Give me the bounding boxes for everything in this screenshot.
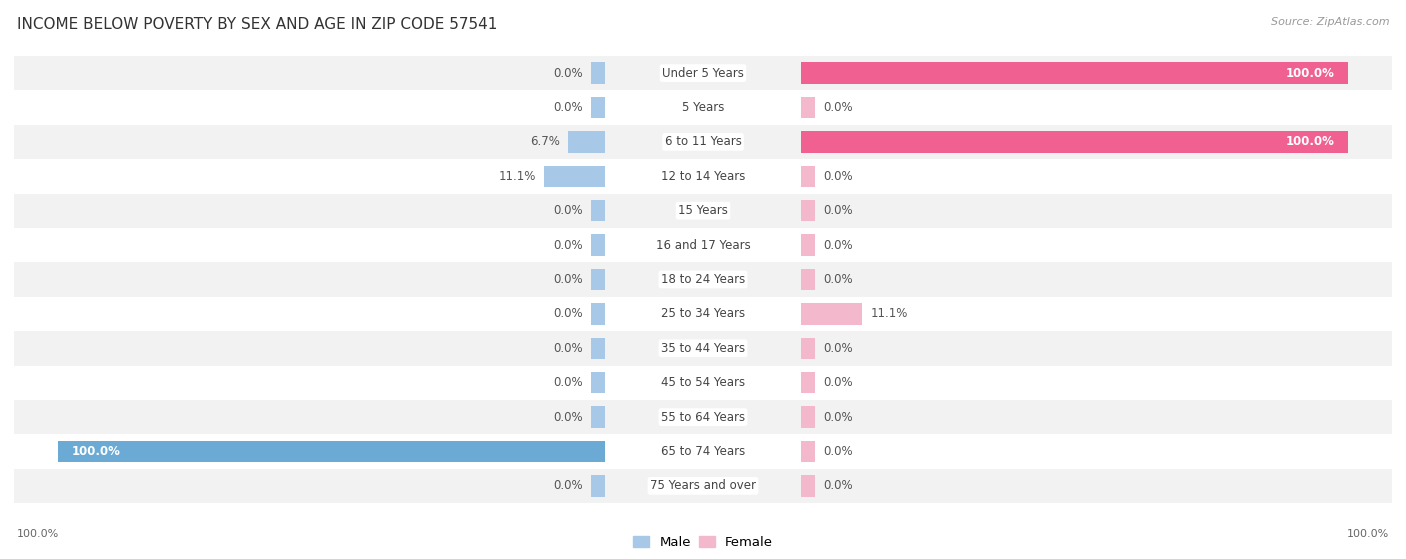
- Bar: [801, 372, 815, 394]
- Text: 0.0%: 0.0%: [824, 170, 853, 183]
- Bar: [14, 56, 1392, 91]
- Bar: [591, 338, 605, 359]
- Text: 100.0%: 100.0%: [72, 445, 121, 458]
- Bar: [14, 366, 1392, 400]
- Text: 18 to 24 Years: 18 to 24 Years: [661, 273, 745, 286]
- Bar: [591, 406, 605, 428]
- Bar: [801, 269, 815, 290]
- Text: Under 5 Years: Under 5 Years: [662, 67, 744, 79]
- Text: 100.0%: 100.0%: [1285, 135, 1334, 148]
- Text: 11.1%: 11.1%: [498, 170, 536, 183]
- Text: 0.0%: 0.0%: [553, 67, 582, 79]
- Text: 0.0%: 0.0%: [824, 204, 853, 217]
- Bar: [801, 200, 815, 221]
- Bar: [58, 441, 605, 462]
- Text: 15 Years: 15 Years: [678, 204, 728, 217]
- Bar: [544, 165, 605, 187]
- Text: 0.0%: 0.0%: [553, 239, 582, 252]
- Text: 16 and 17 Years: 16 and 17 Years: [655, 239, 751, 252]
- Text: 11.1%: 11.1%: [870, 307, 908, 320]
- Bar: [591, 372, 605, 394]
- Bar: [14, 159, 1392, 193]
- Text: 0.0%: 0.0%: [824, 445, 853, 458]
- Text: 0.0%: 0.0%: [553, 204, 582, 217]
- Bar: [14, 262, 1392, 297]
- Text: 65 to 74 Years: 65 to 74 Years: [661, 445, 745, 458]
- Bar: [591, 475, 605, 496]
- Text: 0.0%: 0.0%: [553, 480, 582, 492]
- Text: 55 to 64 Years: 55 to 64 Years: [661, 411, 745, 424]
- Bar: [801, 338, 815, 359]
- Bar: [568, 131, 605, 153]
- Text: 0.0%: 0.0%: [553, 101, 582, 114]
- Text: 100.0%: 100.0%: [1347, 529, 1389, 539]
- Bar: [801, 131, 1348, 153]
- Bar: [591, 97, 605, 118]
- Legend: Male, Female: Male, Female: [627, 531, 779, 555]
- Text: 0.0%: 0.0%: [824, 342, 853, 355]
- Bar: [591, 200, 605, 221]
- Bar: [14, 125, 1392, 159]
- Bar: [14, 193, 1392, 228]
- Bar: [591, 269, 605, 290]
- Bar: [801, 234, 815, 256]
- Text: 75 Years and over: 75 Years and over: [650, 480, 756, 492]
- Bar: [801, 97, 815, 118]
- Bar: [14, 468, 1392, 503]
- Text: 45 to 54 Years: 45 to 54 Years: [661, 376, 745, 389]
- Text: 25 to 34 Years: 25 to 34 Years: [661, 307, 745, 320]
- Text: 0.0%: 0.0%: [824, 376, 853, 389]
- Bar: [801, 303, 862, 325]
- Text: 0.0%: 0.0%: [824, 480, 853, 492]
- Bar: [801, 475, 815, 496]
- Text: 0.0%: 0.0%: [824, 239, 853, 252]
- Bar: [591, 234, 605, 256]
- Bar: [801, 441, 815, 462]
- Bar: [591, 63, 605, 84]
- Text: 0.0%: 0.0%: [553, 376, 582, 389]
- Bar: [801, 165, 815, 187]
- Bar: [14, 297, 1392, 331]
- Text: 0.0%: 0.0%: [824, 411, 853, 424]
- Text: 100.0%: 100.0%: [1285, 67, 1334, 79]
- Text: 6 to 11 Years: 6 to 11 Years: [665, 135, 741, 148]
- Text: 0.0%: 0.0%: [553, 342, 582, 355]
- Text: Source: ZipAtlas.com: Source: ZipAtlas.com: [1271, 17, 1389, 27]
- Text: INCOME BELOW POVERTY BY SEX AND AGE IN ZIP CODE 57541: INCOME BELOW POVERTY BY SEX AND AGE IN Z…: [17, 17, 498, 32]
- Text: 5 Years: 5 Years: [682, 101, 724, 114]
- Text: 6.7%: 6.7%: [530, 135, 560, 148]
- Text: 0.0%: 0.0%: [824, 273, 853, 286]
- Text: 0.0%: 0.0%: [824, 101, 853, 114]
- Text: 100.0%: 100.0%: [17, 529, 59, 539]
- Bar: [14, 228, 1392, 262]
- Bar: [801, 63, 1348, 84]
- Bar: [14, 331, 1392, 366]
- Bar: [14, 400, 1392, 434]
- Bar: [14, 91, 1392, 125]
- Text: 35 to 44 Years: 35 to 44 Years: [661, 342, 745, 355]
- Text: 0.0%: 0.0%: [553, 273, 582, 286]
- Text: 0.0%: 0.0%: [553, 411, 582, 424]
- Bar: [801, 406, 815, 428]
- Bar: [591, 303, 605, 325]
- Bar: [14, 434, 1392, 468]
- Text: 12 to 14 Years: 12 to 14 Years: [661, 170, 745, 183]
- Text: 0.0%: 0.0%: [553, 307, 582, 320]
